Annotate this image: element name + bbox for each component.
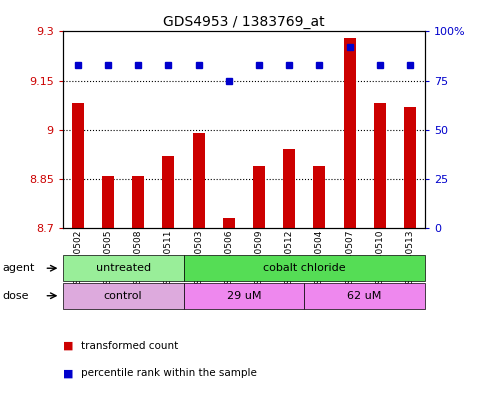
Bar bbox=[343, 38, 355, 228]
Text: control: control bbox=[104, 291, 142, 301]
Bar bbox=[193, 133, 205, 228]
Bar bbox=[374, 103, 386, 228]
Text: percentile rank within the sample: percentile rank within the sample bbox=[81, 368, 257, 378]
Title: GDS4953 / 1383769_at: GDS4953 / 1383769_at bbox=[163, 15, 325, 29]
Text: dose: dose bbox=[2, 291, 29, 301]
Bar bbox=[72, 103, 84, 228]
Bar bbox=[253, 166, 265, 228]
Text: 29 uM: 29 uM bbox=[227, 291, 261, 301]
Text: untreated: untreated bbox=[96, 263, 151, 273]
Bar bbox=[404, 107, 416, 228]
Text: ■: ■ bbox=[63, 368, 73, 378]
Text: ■: ■ bbox=[63, 341, 73, 351]
Text: 62 uM: 62 uM bbox=[347, 291, 382, 301]
Text: cobalt chloride: cobalt chloride bbox=[263, 263, 346, 273]
Text: transformed count: transformed count bbox=[81, 341, 178, 351]
Bar bbox=[132, 176, 144, 228]
Bar bbox=[313, 166, 326, 228]
Bar bbox=[223, 218, 235, 228]
Text: agent: agent bbox=[2, 263, 35, 273]
Bar bbox=[162, 156, 174, 228]
Bar bbox=[283, 149, 295, 228]
Bar bbox=[102, 176, 114, 228]
